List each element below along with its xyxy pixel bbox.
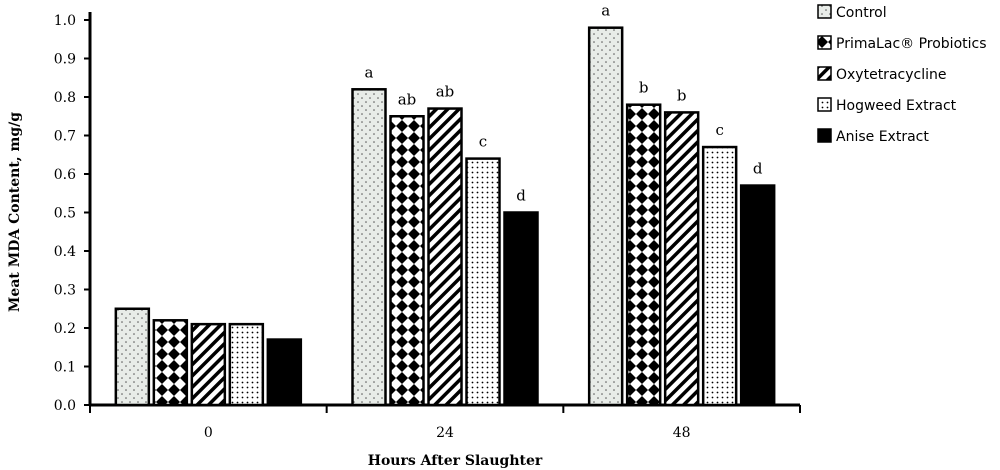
bar: [587, 26, 624, 407]
bar: [228, 322, 265, 407]
legend-swatch: [817, 66, 832, 81]
y-tick-label: 0.8: [54, 90, 76, 106]
bar-significance-label: a: [365, 63, 374, 81]
y-tick-label: 0.7: [54, 129, 76, 145]
bar-significance-label: ab: [398, 90, 417, 108]
y-tick-label: 0.9: [54, 52, 76, 68]
bars: [114, 26, 776, 407]
bar: [190, 322, 227, 407]
bar: [503, 211, 539, 407]
bar-significance-label: c: [479, 133, 487, 151]
legend-swatch: [817, 35, 832, 50]
bar-significance-label: b: [639, 79, 649, 97]
y-tick-label: 0.2: [54, 321, 76, 337]
legend: Control PrimaLac® Probiotics Oxytetracycli…: [817, 4, 987, 145]
y-tick-label: 0.0: [54, 398, 76, 414]
bar: [663, 111, 700, 407]
y-tick-label: 0.4: [54, 244, 76, 260]
x-axis-title: Hours After Slaughter: [368, 453, 543, 469]
x-tick-label: 0: [204, 425, 213, 441]
y-tick-label: 1.0: [54, 13, 76, 29]
bar-significance-label: d: [516, 187, 526, 205]
legend-label: Oxytetracycline: [836, 67, 946, 83]
bar: [389, 115, 425, 407]
x-tick-label: 48: [673, 425, 691, 441]
bar-significance-label: a: [601, 2, 610, 20]
y-tick-label: 0.5: [54, 206, 76, 222]
y-tick-label: 0.1: [54, 360, 76, 376]
y-tick-label: 0.3: [54, 283, 76, 299]
bar-significance-label: d: [753, 160, 763, 178]
x-axis: 0 24 48: [89, 403, 801, 441]
bar: [465, 157, 501, 407]
legend-swatch: [817, 128, 832, 143]
bar: [266, 338, 303, 407]
legend-label: Anise Extract: [836, 129, 929, 145]
legend-swatch: [817, 4, 832, 19]
bar: [739, 184, 776, 407]
bar: [114, 307, 151, 407]
y-tick-label: 0.6: [54, 167, 76, 183]
bar: [625, 103, 662, 407]
y-axis-title: Meat MDA Content, mg/g: [7, 112, 23, 312]
legend-label: PrimaLac® Probiotics: [836, 36, 987, 52]
legend-label: Control: [836, 5, 887, 21]
bar-significance-label: c: [715, 121, 723, 139]
legend-swatch: [817, 97, 832, 112]
bar-significance-label: ab: [436, 83, 455, 101]
x-tick-label: 24: [436, 425, 454, 441]
bar: [427, 107, 463, 407]
bar: [701, 145, 738, 407]
bar-significance-label: b: [677, 86, 687, 104]
y-axis: 0.0 0.1 0.2 0.3 0.4 0.5 0.6 0.7 0.8 0.9 1.0: [54, 12, 92, 414]
bar: [152, 319, 189, 407]
legend-label: Hogweed Extract: [836, 98, 957, 114]
bar: [351, 88, 387, 407]
